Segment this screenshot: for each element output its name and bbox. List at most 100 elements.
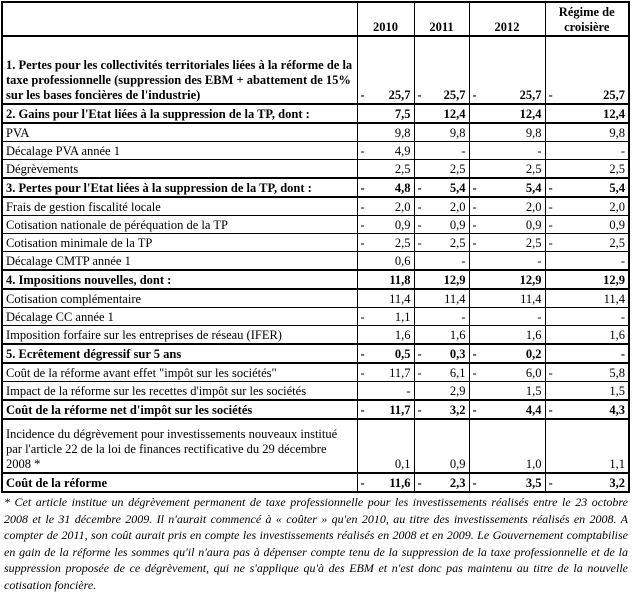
- value-cell: - 0,9: [356, 215, 415, 234]
- value: 25,7: [519, 88, 542, 102]
- value-cell: 9,8: [413, 122, 470, 142]
- value-cell: -: [544, 251, 630, 271]
- negative-sign: -: [360, 144, 365, 158]
- value: -: [537, 254, 542, 268]
- row-label: Impact de la réforme sur les recettes d'…: [1, 381, 358, 401]
- value: -: [537, 310, 542, 324]
- row-label: 1. Pertes pour les collectivités territo…: [1, 35, 358, 105]
- value-cell: 12,9: [544, 269, 630, 290]
- negative-sign: -: [548, 236, 553, 250]
- value-cell: - 6,0: [468, 362, 546, 382]
- value-cell: - 25,7: [468, 35, 546, 105]
- header-2010: 2010: [356, 1, 415, 37]
- value: 0,3: [449, 347, 466, 361]
- value: 2,0: [449, 200, 466, 214]
- value-cell: 11,4: [544, 288, 630, 308]
- value-cell: - 2,5: [468, 233, 546, 252]
- value-cell: - 3,2: [413, 399, 470, 420]
- value: 11,7: [389, 366, 411, 380]
- value: 2,5: [525, 162, 542, 176]
- value: 4,4: [525, 403, 542, 417]
- value-cell: 11,4: [468, 288, 546, 308]
- row-label: 5. Ecrêtement dégressif sur 5 ans: [1, 343, 358, 364]
- row-label: Cotisation complémentaire: [1, 288, 358, 308]
- row-label: Frais de gestion fiscalité locale: [1, 196, 358, 216]
- value: 9,8: [609, 126, 625, 140]
- row-label: Coût de la réforme: [1, 472, 358, 493]
- value: 2,5: [449, 236, 466, 250]
- value: 6,1: [449, 366, 466, 380]
- value-cell: 1,5: [468, 381, 546, 401]
- value: 2,5: [609, 162, 625, 176]
- table-row: 4. Impositions nouvelles, dont : 11,8 12,9…: [1, 269, 630, 290]
- value: 5,4: [609, 181, 625, 195]
- table-row: Coût de la réforme -11,6-2,3-3,5-3,2: [1, 472, 630, 493]
- negative-sign: -: [548, 88, 553, 102]
- row-label: Décalage CC année 1: [1, 307, 358, 326]
- negative-sign: -: [360, 218, 365, 232]
- row-label: Décalage CMTP année 1: [1, 251, 358, 271]
- value-cell: - 2,3: [413, 472, 470, 493]
- negative-sign: -: [360, 200, 365, 214]
- table-row: Cotisation complémentaire 11,4 11,4 11,4 11,…: [1, 288, 630, 308]
- value-cell: 0,9: [413, 418, 470, 474]
- value: 25,7: [388, 88, 411, 102]
- value: 11,7: [389, 403, 411, 417]
- negative-sign: -: [472, 347, 477, 361]
- table-row: Frais de gestion fiscalité locale -2,0-2,…: [1, 196, 630, 216]
- negative-sign: -: [360, 236, 365, 250]
- value: 0,9: [525, 218, 542, 232]
- value-cell: -: [356, 381, 415, 401]
- value-cell: - 2,5: [413, 233, 470, 252]
- row-label: Décalage PVA année 1: [1, 141, 358, 160]
- negative-sign: -: [417, 88, 422, 102]
- value: 11,4: [520, 292, 542, 306]
- value-cell: - 4,3: [544, 399, 630, 420]
- value-cell: 2,5: [544, 159, 630, 179]
- value: 12,9: [519, 273, 542, 287]
- value: -: [406, 384, 411, 398]
- value: 12,4: [519, 107, 542, 121]
- value: 12,9: [443, 273, 466, 287]
- row-label: PVA: [1, 122, 358, 142]
- value-cell: 12,9: [413, 269, 470, 290]
- value: -: [461, 310, 466, 324]
- negative-sign: -: [548, 366, 553, 380]
- value: -: [461, 144, 466, 158]
- value: 2,0: [609, 200, 625, 214]
- value-cell: - 0,2: [468, 343, 546, 364]
- value-cell: 0,6: [356, 251, 415, 271]
- negative-sign: -: [548, 476, 553, 490]
- value-cell: -: [468, 141, 546, 160]
- value-cell: - 11,7: [356, 399, 415, 420]
- value: 3,2: [609, 476, 625, 490]
- negative-sign: -: [472, 403, 477, 417]
- table-row: Décalage CC année 1-1,1 - - -: [1, 307, 630, 326]
- value: 0,1: [394, 457, 411, 471]
- value: 1,6: [525, 328, 542, 342]
- negative-sign: -: [360, 366, 365, 380]
- row-label: Coût de la réforme net d'impôt sur les s…: [1, 399, 358, 420]
- negative-sign: -: [472, 366, 477, 380]
- value-cell: 2,9: [413, 381, 470, 401]
- value-cell: - 0,9: [413, 215, 470, 234]
- value-cell: - 2,0: [356, 196, 415, 216]
- value-cell: - 5,4: [544, 177, 630, 198]
- value-cell: -: [544, 141, 630, 160]
- value: 11,4: [389, 292, 411, 306]
- value-cell: - 1,1: [356, 307, 415, 326]
- value: 5,4: [449, 181, 466, 195]
- negative-sign: -: [360, 476, 365, 490]
- row-label: Dégrèvements: [1, 159, 358, 179]
- negative-sign: -: [417, 366, 422, 380]
- value-cell: - 25,7: [413, 35, 470, 105]
- value: 2,3: [449, 476, 466, 490]
- value: 12,4: [443, 107, 466, 121]
- footnote: * Cet article institue un dégrèvement pe…: [4, 495, 628, 592]
- value-cell: -: [544, 343, 630, 364]
- negative-sign: -: [417, 347, 422, 361]
- value-cell: 9,8: [544, 122, 630, 142]
- header-empty: [1, 1, 358, 37]
- value: -: [620, 310, 625, 324]
- value: 2,5: [394, 236, 411, 250]
